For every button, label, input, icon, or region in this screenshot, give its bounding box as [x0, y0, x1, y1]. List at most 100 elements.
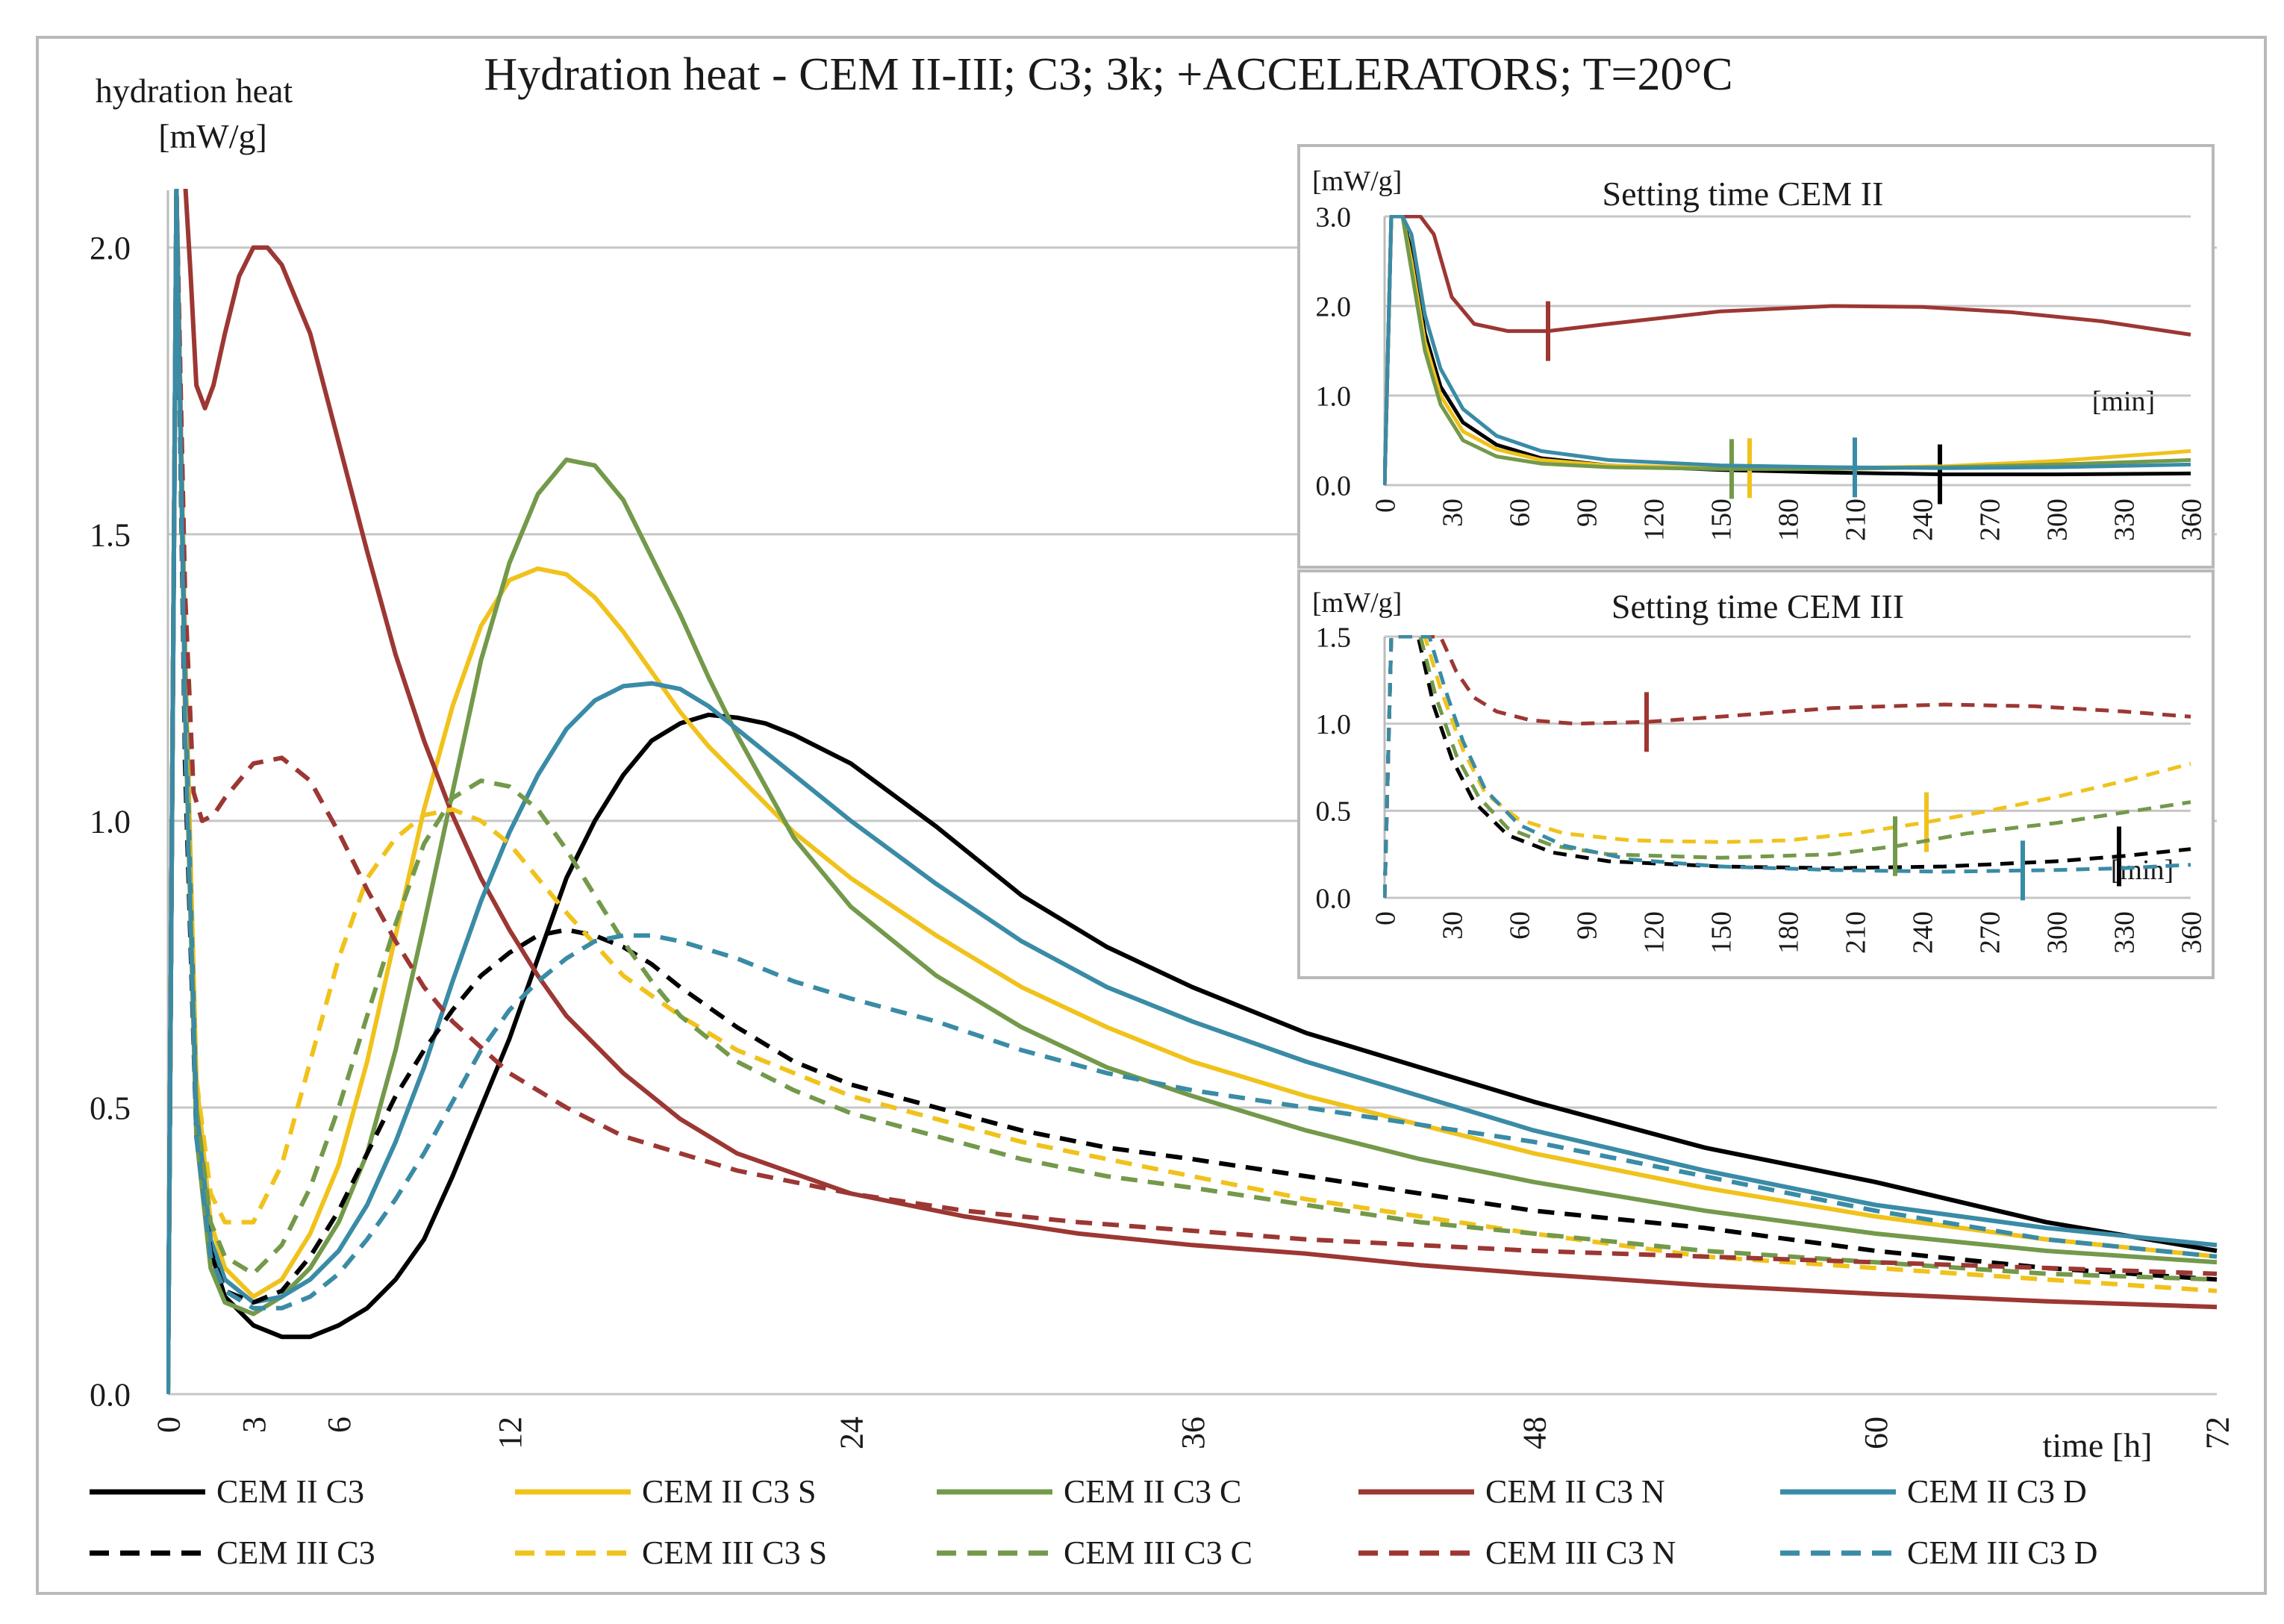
- main-x-ticks: 0 3 6 12 24 36 48 60 72: [150, 1417, 2235, 1449]
- legend-label: CEM II C3 C: [1064, 1473, 1241, 1510]
- main-x-tick-label: 6: [321, 1417, 358, 1433]
- inset-cem2-y-tick-label: 2.0: [1316, 291, 1352, 322]
- inset-cem3-y-unit: [mW/g]: [1312, 587, 1402, 619]
- inset-cem3-y-tick-label: 1.5: [1316, 622, 1352, 653]
- legend-label: CEM II C3 S: [642, 1473, 816, 1510]
- inset-cem2-grid: [1383, 215, 2191, 487]
- inset-cem3-title: Setting time CEM III: [1611, 587, 1904, 625]
- inset-cem3-y-tick-label: 0.5: [1316, 796, 1352, 828]
- main-x-tick-label: 72: [2199, 1417, 2235, 1449]
- legend-item-cem-iii-c3-d: CEM III C3 D: [1780, 1534, 2097, 1571]
- inset-cem2-series-cem-ii-c3-d: [1383, 215, 2191, 486]
- inset-cem2-series-cem-ii-c3-n: [1383, 215, 2191, 486]
- x-axis-label: time [h]: [2043, 1426, 2153, 1464]
- inset-cem3-x-ticks: 0 30 60 90 120 150 180 210 240 270 300 330 360: [1370, 911, 2207, 954]
- inset-cem2-y-tick-label: 0.0: [1316, 470, 1352, 502]
- main-x-tick-label: 0: [150, 1417, 187, 1433]
- inset-cem3-x-tick-label: 240: [1907, 911, 1938, 954]
- legend-item-cem-ii-c3-d: CEM II C3 D: [1780, 1473, 2087, 1510]
- inset-cem2-series: [1383, 215, 2191, 505]
- legend-item-cem-ii-c3-n: CEM II C3 N: [1358, 1473, 1665, 1510]
- main-series-cem-ii-c3-c: [166, 189, 2218, 1395]
- legend-item-cem-ii-c3: CEM II C3: [90, 1473, 364, 1510]
- inset-cem3-y-tick-label: 1.0: [1316, 709, 1352, 740]
- inset-cem2-x-tick-label: 270: [1974, 499, 2006, 541]
- main-x-tick-label: 60: [1858, 1417, 1894, 1449]
- inset-cem2-y-ticks: 0.0 1.0 2.0 3.0: [1316, 202, 1352, 502]
- inset-cem3-series-cem-iii-c3-n: [1383, 635, 2191, 899]
- inset-cem2-y-tick-label: 3.0: [1316, 202, 1352, 233]
- inset-cem3-x-tick-label: 360: [2176, 911, 2207, 954]
- legend-item-cem-iii-c3: CEM III C3: [90, 1534, 375, 1571]
- inset-cem2-x-tick-label: 60: [1504, 499, 1535, 527]
- inset-cem3-x-tick-label: 60: [1504, 911, 1535, 940]
- legend-label: CEM II C3 D: [1907, 1473, 2087, 1510]
- inset-cem2-x-tick-label: 300: [2041, 499, 2073, 541]
- inset-cem3-x-tick-label: 180: [1773, 911, 1804, 954]
- inset-cem2-y-unit: [mW/g]: [1312, 166, 1402, 197]
- inset-cem3-y-ticks: 0.0 0.5 1.0 1.5: [1316, 622, 1352, 914]
- inset-cem2-x-tick-label: 90: [1571, 499, 1603, 527]
- main-series-cem-ii-c3-s: [166, 189, 2218, 1395]
- legend: CEM II C3 CEM II C3 S CEM II C3 C CEM II C3…: [90, 1473, 2097, 1571]
- inset-cem2-x-tick-label: 240: [1907, 499, 1938, 541]
- inset-cem3-x-tick-label: 270: [1974, 911, 2006, 954]
- inset-cem2-x-tick-label: 330: [2109, 499, 2140, 541]
- legend-item-cem-iii-c3-c: CEM III C3 C: [937, 1534, 1252, 1571]
- y-axis-label: hydration heat: [96, 72, 293, 110]
- chart-title: Hydration heat - CEM II-III; C3; 3k; +AC…: [484, 49, 1732, 100]
- inset-cem2-x-tick-label: 120: [1638, 499, 1670, 541]
- inset-cem3-y-tick-label: 0.0: [1316, 883, 1352, 914]
- legend-item-cem-ii-c3-c: CEM II C3 C: [937, 1473, 1241, 1510]
- main-y-tick-label: 0.5: [90, 1090, 131, 1126]
- inset-cem3-x-tick-label: 30: [1437, 911, 1468, 940]
- legend-label: CEM III C3 D: [1907, 1534, 2097, 1571]
- legend-item-cem-ii-c3-s: CEM II C3 S: [515, 1473, 816, 1510]
- main-series-cem-ii-c3: [166, 189, 2218, 1395]
- inset-cem2-x-tick-label: 210: [1840, 499, 1871, 541]
- inset-cem3-x-tick-label: 210: [1840, 911, 1871, 954]
- inset-cem3-grid: [1383, 635, 2191, 899]
- main-series-cem-ii-c3-n: [166, 189, 2218, 1395]
- inset-cem3-x-tick-label: 0: [1370, 911, 1401, 925]
- main-y-tick-label: 2.0: [90, 230, 131, 266]
- inset-cem2-x-ticks: 0 30 60 90 120 150 180 210 240 270 300 330 360: [1370, 499, 2207, 541]
- main-x-tick-label: 12: [492, 1417, 528, 1449]
- main-y-tick-label: 1.5: [90, 516, 131, 553]
- main-x-tick-label: 3: [236, 1417, 272, 1433]
- inset-cem3-x-tick-label: 330: [2109, 911, 2140, 954]
- inset-cem2-x-tick-label: 0: [1370, 499, 1401, 513]
- legend-label: CEM III C3 S: [642, 1534, 827, 1571]
- inset-cem3-series: [1383, 635, 2191, 901]
- main-x-tick-label: 48: [1516, 1417, 1553, 1449]
- inset-cem3-frame: [1297, 569, 2215, 979]
- main-y-tick-label: 0.0: [90, 1376, 131, 1413]
- inset-cem3-x-tick-label: 120: [1638, 911, 1670, 954]
- inset-cem3-x-tick-label: 90: [1571, 911, 1603, 940]
- inset-cem2-x-tick-label: 30: [1437, 499, 1468, 527]
- main-x-tick-label: 36: [1175, 1417, 1211, 1449]
- legend-label: CEM III C3: [216, 1534, 375, 1571]
- legend-label: CEM II C3: [216, 1473, 364, 1510]
- inset-cem3-x-tick-label: 300: [2041, 911, 2073, 954]
- main-series-cem-iii-c3-s: [166, 189, 2218, 1395]
- inset-cem2-title: Setting time CEM II: [1603, 175, 1884, 213]
- inset-cem3-x-tick-label: 150: [1706, 911, 1737, 954]
- inset-cem3-series-cem-iii-c3-d: [1383, 635, 2191, 899]
- main-y-ticks: 0.0 0.5 1.0 1.5 2.0: [90, 230, 131, 1413]
- main-y-tick-label: 1.0: [90, 803, 131, 840]
- legend-label: CEM III C3 N: [1485, 1534, 1676, 1571]
- inset-cem2-x-tick-label: 360: [2176, 499, 2207, 541]
- legend-item-cem-iii-c3-s: CEM III C3 S: [515, 1534, 827, 1571]
- inset-cem2-x-tick-label: 150: [1706, 499, 1737, 541]
- inset-cem3-series-cem-iii-c3-c: [1383, 635, 2191, 899]
- y-axis-unit: [mW/g]: [158, 117, 267, 155]
- inset-cem2-x-tick-label: 180: [1773, 499, 1804, 541]
- main-series: [166, 189, 2218, 1395]
- legend-label: CEM III C3 C: [1064, 1534, 1252, 1571]
- main-x-tick-label: 24: [833, 1417, 870, 1449]
- legend-label: CEM II C3 N: [1485, 1473, 1665, 1510]
- inset-cem2-y-tick-label: 1.0: [1316, 381, 1352, 412]
- inset-cem2-x-unit: [min]: [2092, 386, 2155, 417]
